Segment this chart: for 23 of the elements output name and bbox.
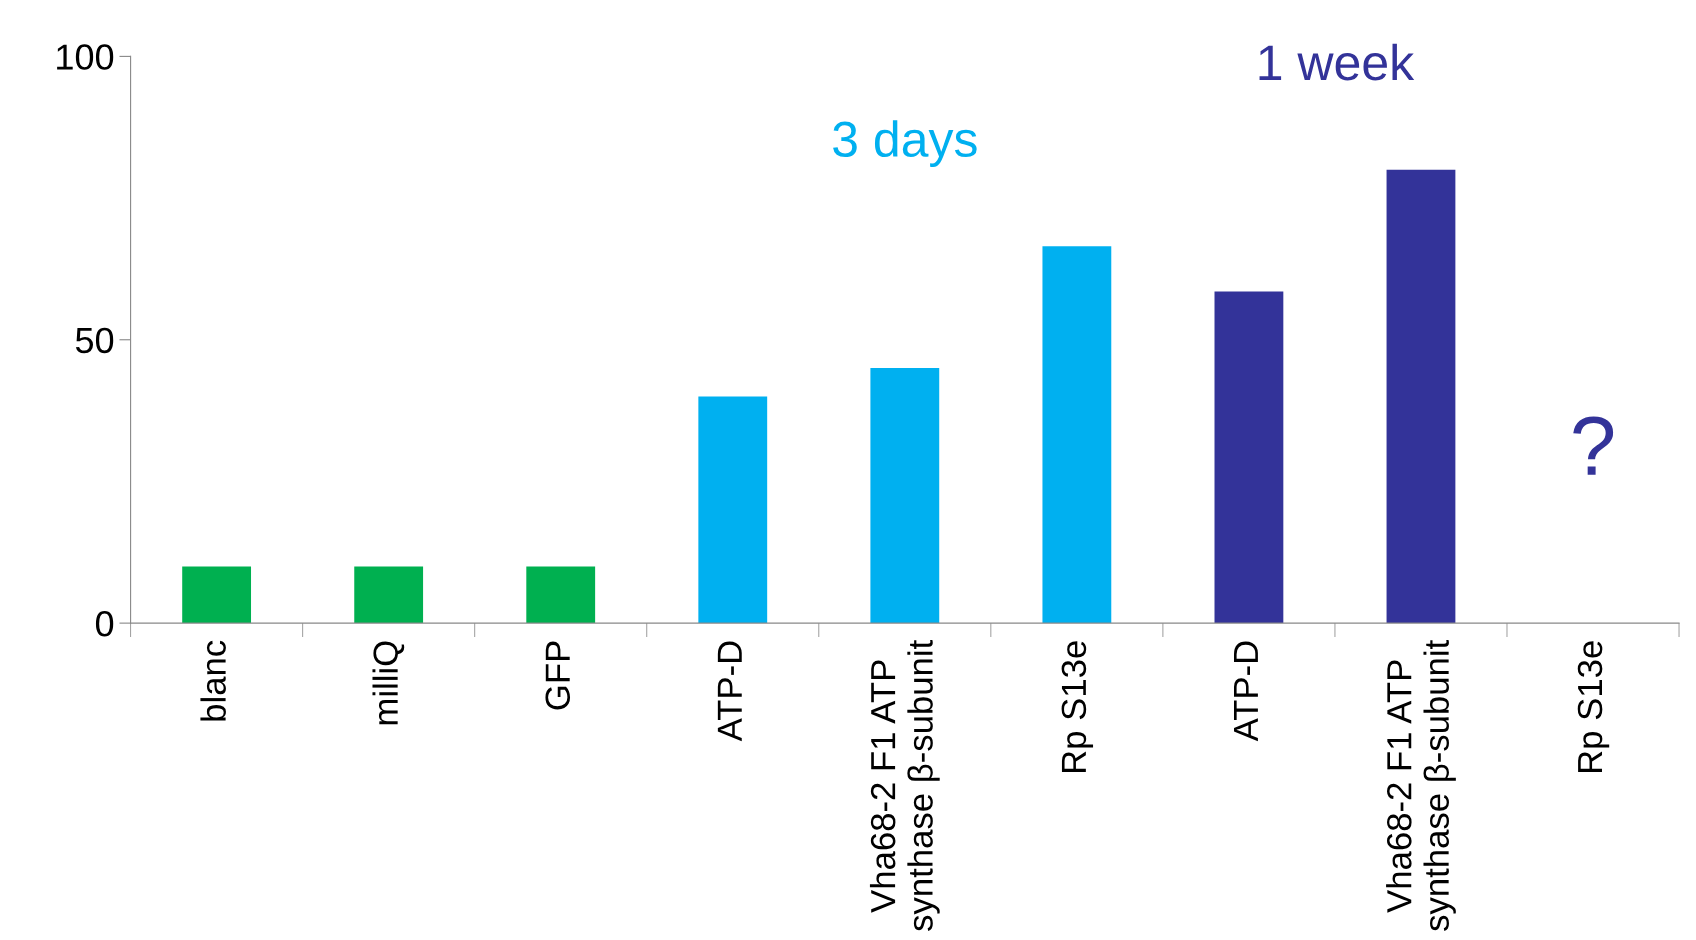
x-tick-label: milliQ: [372, 641, 405, 725]
bar: [870, 368, 940, 624]
bar: [698, 396, 768, 624]
x-tick-label: Vha68-2 F1 ATP synthase β-subunit: [869, 640, 940, 931]
x-tick-label: GFP: [545, 641, 571, 710]
annotation: ?: [1573, 416, 1614, 475]
bar: [1042, 246, 1112, 624]
bar: [1386, 169, 1456, 624]
y-tick-label: 0: [95, 610, 114, 637]
bar: [354, 566, 424, 624]
series-label: 1 week: [1259, 43, 1415, 81]
y-tick-label: 100: [57, 44, 114, 70]
bar: [182, 566, 252, 624]
x-tick-label: Vha68-2 F1 ATP synthase β-subunit: [1386, 640, 1456, 931]
bar: [526, 566, 596, 624]
text: 3 days: [833, 120, 977, 167]
x-tick-label: ATP-D: [1234, 641, 1258, 742]
x-tick-label: blanc: [200, 640, 226, 721]
x-tick-label: Rp S13e: [1577, 641, 1610, 773]
bar: [1214, 291, 1284, 624]
x-tick-label: Rp S13e: [1061, 641, 1094, 773]
x-tick-label: ATP-D: [717, 641, 742, 742]
y-tick-label: 50: [75, 327, 114, 354]
